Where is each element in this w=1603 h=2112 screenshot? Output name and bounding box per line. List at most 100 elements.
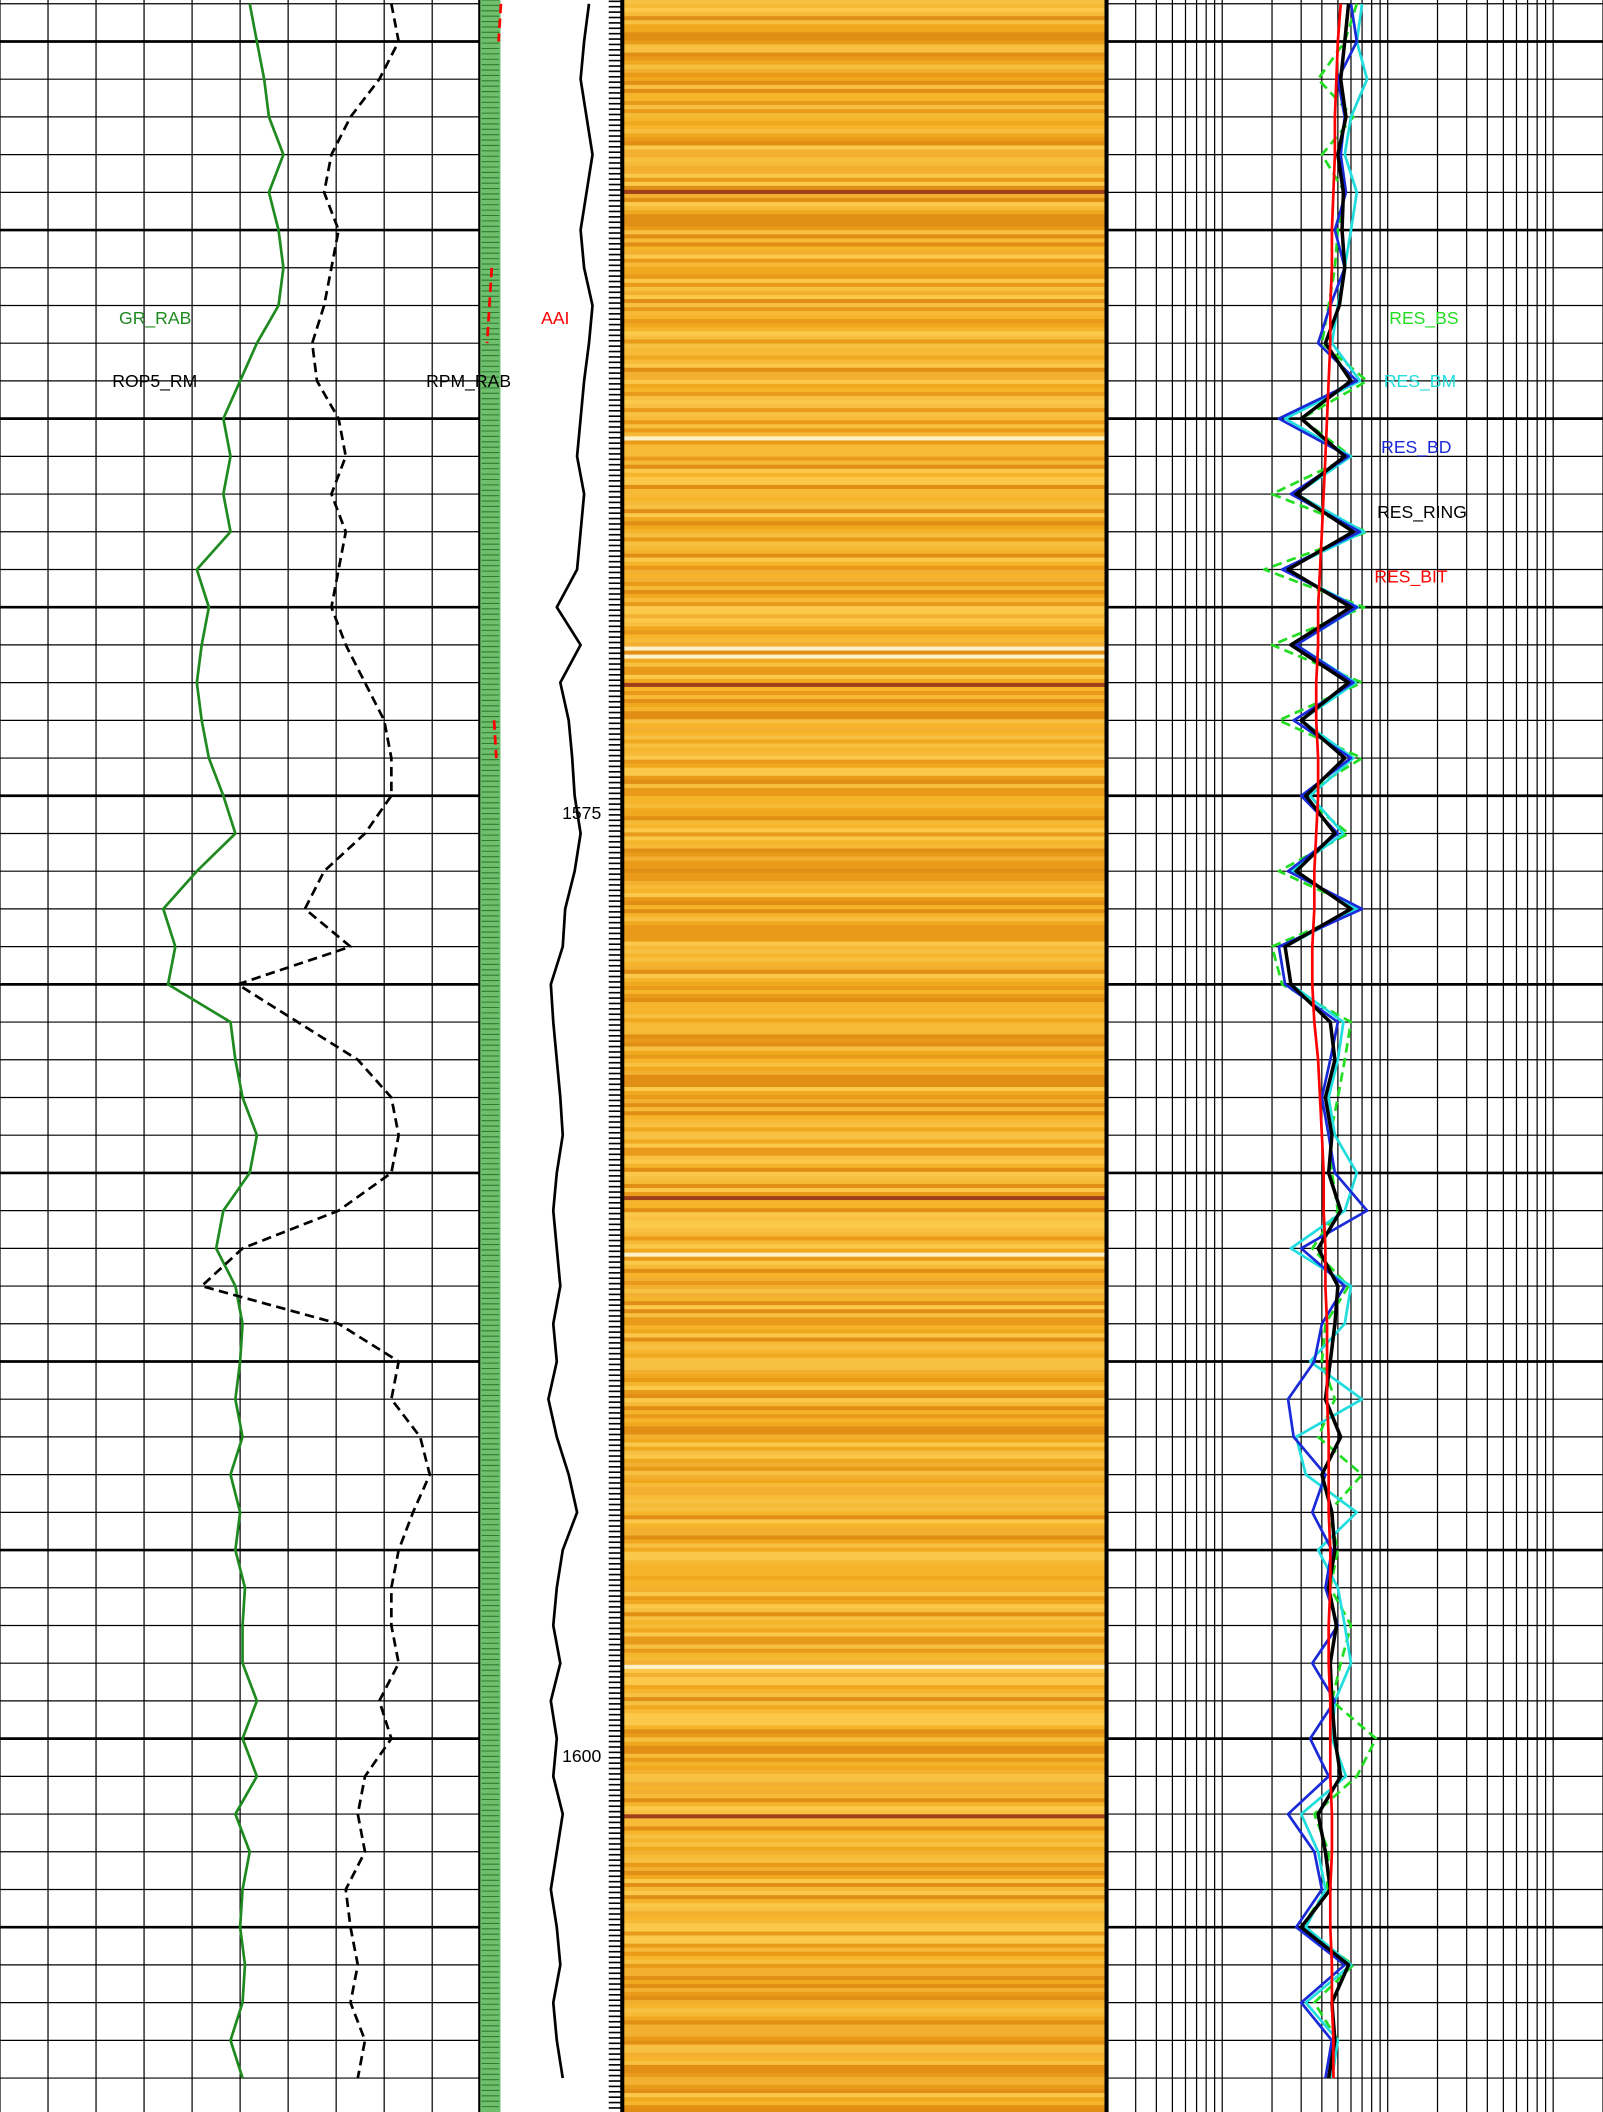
image-stripe <box>622 1511 1107 1516</box>
curve <box>161 3 285 2079</box>
image-stripe <box>622 1701 1107 1706</box>
image-stripe <box>622 1183 1107 1189</box>
image-stripe <box>622 1398 1107 1403</box>
image-stripe <box>622 1988 1107 1993</box>
image-stripe <box>622 917 1107 922</box>
image-stripe <box>622 379 1107 385</box>
image-stripe <box>622 2097 1107 2102</box>
image-stripe <box>622 1438 1107 1443</box>
image-stripe <box>622 1070 1107 1076</box>
image-stripe <box>622 391 1107 397</box>
image-stripe <box>622 787 1107 793</box>
image-stripe <box>622 1297 1107 1302</box>
image-stripe <box>622 319 1107 324</box>
image-stripe <box>622 1951 1107 1957</box>
image-stripe <box>622 856 1107 861</box>
image-stripe <box>622 1648 1107 1653</box>
image-stripe <box>622 1523 1107 1528</box>
image-stripe <box>622 836 1107 841</box>
image-stripe <box>622 2028 1107 2033</box>
image-stripe <box>622 404 1107 409</box>
image-stripe <box>622 1644 1107 1649</box>
image-stripe <box>622 56 1107 61</box>
image-stripe <box>622 1499 1107 1504</box>
image-stripe <box>622 707 1107 712</box>
image-stripe <box>622 456 1107 461</box>
image-stripe <box>622 1903 1107 1908</box>
image-stripe <box>622 545 1107 550</box>
image-stripe <box>622 618 1107 623</box>
image-stripe <box>622 1062 1107 1068</box>
image-stripe <box>622 367 1107 373</box>
image-stripe <box>622 1769 1107 1775</box>
image-stripe <box>622 1838 1107 1843</box>
image-stripe <box>622 1947 1107 1952</box>
image-stripe <box>622 573 1107 579</box>
image-stripe <box>622 662 1107 668</box>
image-stripe <box>622 2076 1107 2082</box>
image-stripe <box>622 2064 1107 2070</box>
image-stripe <box>622 985 1107 991</box>
image-stripe <box>622 1272 1107 1278</box>
depth-label: 1600 <box>562 1746 601 1766</box>
curves <box>161 3 1378 2079</box>
image-stripe <box>622 0 1107 5</box>
image-stripe <box>622 1074 1107 1080</box>
image-stripe <box>622 1426 1107 1431</box>
image-stripe <box>622 1830 1107 1835</box>
image-stripe <box>622 1095 1107 1100</box>
image-stripe <box>622 408 1107 413</box>
image-stripe <box>622 343 1107 348</box>
image-stripe <box>622 1244 1107 1249</box>
image-stripe <box>622 880 1107 886</box>
image-stripe <box>622 1038 1107 1043</box>
image-stripe <box>622 1664 1107 1670</box>
image-stripe <box>622 695 1107 700</box>
image-stripe <box>622 16 1107 21</box>
image-stripe <box>622 206 1107 211</box>
image-stripe <box>622 36 1107 41</box>
image-stripe <box>622 557 1107 562</box>
image-stripe <box>622 1341 1107 1346</box>
image-stripe <box>622 1357 1107 1363</box>
image-stripe <box>622 775 1107 781</box>
image-stripe <box>622 1010 1107 1015</box>
image-stripe <box>622 614 1107 619</box>
image-stripe <box>622 1632 1107 1637</box>
image-stripe <box>622 1353 1107 1358</box>
image-stripe <box>622 1301 1107 1306</box>
image-stripe <box>622 1608 1107 1613</box>
image-stripe <box>622 149 1107 154</box>
image-stripe <box>622 335 1107 340</box>
image-stripe <box>622 513 1107 518</box>
image-stripe <box>622 1822 1107 1827</box>
image-stripe <box>622 1014 1107 1019</box>
image-stripe <box>622 246 1107 251</box>
image-stripe <box>622 905 1107 910</box>
image-stripe <box>622 2040 1107 2045</box>
image-stripe <box>622 1874 1107 1880</box>
image-stripe <box>622 654 1107 659</box>
image-stripe <box>622 242 1107 247</box>
image-stripe <box>622 1212 1107 1217</box>
image-stripe <box>622 278 1107 284</box>
image-stripe <box>622 1680 1107 1686</box>
image-stripe <box>622 719 1107 724</box>
image-stripe <box>622 945 1107 950</box>
curve <box>547 3 594 2079</box>
image-stripe <box>622 1923 1107 1928</box>
image-stripe <box>622 521 1107 526</box>
image-stripe <box>622 1600 1107 1605</box>
image-stripe <box>622 1422 1107 1427</box>
image-stripe <box>622 634 1107 639</box>
image-stripe <box>622 72 1107 78</box>
image-stripe <box>622 1462 1107 1468</box>
image-stripe <box>622 1042 1107 1047</box>
image-stripe <box>622 1745 1107 1750</box>
image-stripe <box>622 497 1107 502</box>
image-stripe <box>622 1390 1107 1395</box>
image-stripe <box>622 2008 1107 2013</box>
image-stripe <box>622 606 1107 611</box>
image-stripe <box>622 1713 1107 1718</box>
